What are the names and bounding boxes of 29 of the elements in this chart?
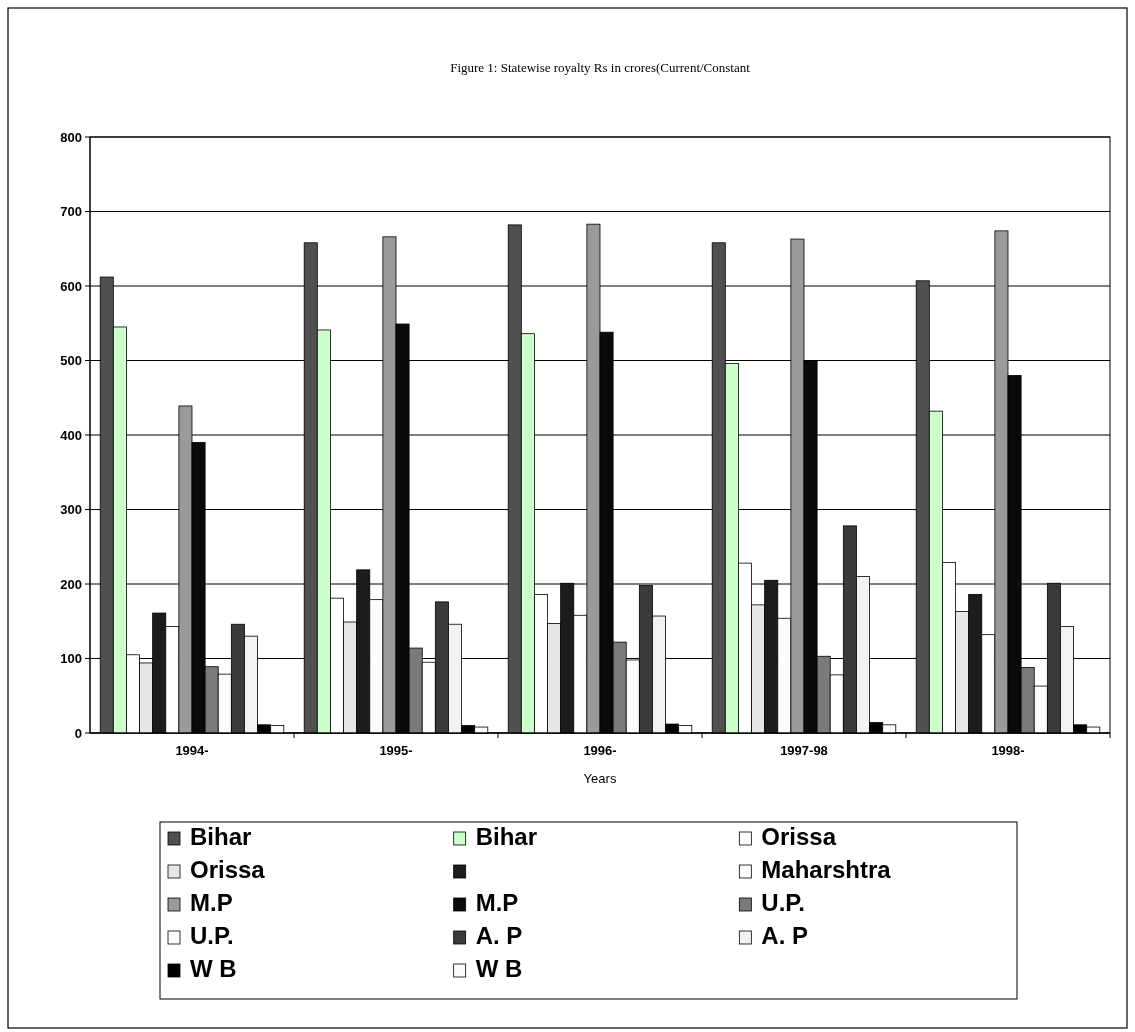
y-tick-label: 500: [60, 353, 82, 369]
y-tick-label: 400: [60, 427, 82, 443]
x-tick-label: 1997-98: [780, 743, 828, 758]
legend-label: A. P: [475, 922, 523, 949]
x-tick-label: 1995-: [379, 743, 413, 758]
legend-label: Bihar: [190, 823, 252, 850]
y-tick-label: 600: [60, 278, 82, 294]
legend-label: U.P.: [190, 922, 234, 949]
legend-label: W B: [475, 955, 523, 982]
x-tick-label: 1994-: [175, 743, 209, 758]
y-tick-label: 700: [60, 204, 82, 220]
legend-label: M.P: [190, 889, 233, 916]
y-tick-label: 300: [60, 502, 82, 518]
legend-label: Maharshtra: [761, 856, 892, 883]
y-tick-label: 200: [60, 576, 82, 592]
y-tick-label: 800: [60, 129, 82, 145]
legend-label: Orissa: [190, 856, 266, 883]
legend-label: M.P: [475, 889, 519, 916]
legend-label: W B: [190, 955, 237, 982]
x-axis-title: Years: [583, 771, 617, 786]
x-tick-label: 1998-: [991, 743, 1025, 758]
legend-label: Bihar: [475, 823, 538, 850]
legend-label: Orissa: [761, 823, 837, 850]
legend-label: U.P.: [761, 889, 805, 916]
y-tick-label: 100: [60, 651, 82, 667]
legend-label: A. P: [761, 922, 809, 949]
chart-title: Figure 1: Statewise royalty Rs in crores(Current/Constant: [450, 60, 751, 75]
x-tick-label: 1996-: [583, 743, 617, 758]
y-tick-label: 0: [74, 725, 82, 741]
